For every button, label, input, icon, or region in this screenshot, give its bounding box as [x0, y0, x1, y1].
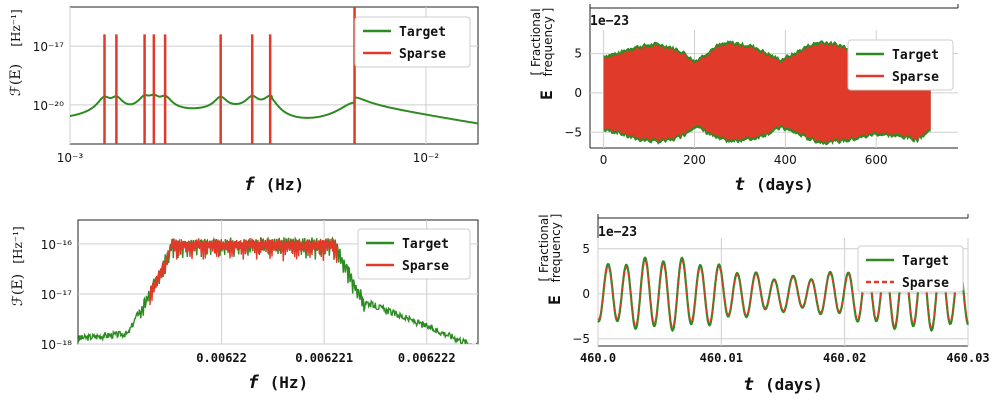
y-tick-label: 10⁻¹⁶ — [41, 238, 72, 252]
y-tick-label: −5 — [572, 332, 590, 346]
x-tick-label: 10⁻² — [413, 151, 440, 165]
chart-spectrum-overview: 10⁻³ 10⁻² 10⁻¹⁷ 10⁻²⁰ f (Hz) ℱ(E) [Hz⁻¹] Target… — [8, 6, 479, 195]
y-axis-unit: [ Fractional — [537, 214, 551, 281]
x-tick-label: 0.006221 — [295, 351, 353, 365]
x-axis-label: t (days) — [734, 174, 813, 195]
y-axis-unit: [Hz⁻¹] — [9, 9, 23, 46]
y-tick-label: −5 — [564, 125, 582, 139]
x-tick-label: 460.02 — [823, 351, 866, 365]
y-axis-label: E — [545, 295, 564, 305]
legend-frame — [354, 16, 471, 68]
y-axis-label: ℱ(E) — [10, 274, 26, 306]
x-tick-label: 460.0 — [580, 351, 616, 365]
x-tick-label: 400 — [774, 153, 797, 167]
y-axis-unit: [ Fractional — [529, 8, 543, 75]
legend-label-target: Target — [402, 237, 449, 252]
x-tick-label: 200 — [683, 153, 706, 167]
legend-label-target: Target — [892, 48, 939, 63]
x-tick-label: 460.03 — [946, 351, 989, 365]
y-axis-unit: [Hz⁻¹] — [11, 226, 25, 263]
legend-label-sparse: Sparse — [892, 70, 939, 85]
offset-text: 1e−23 — [590, 14, 629, 29]
y-tick-label: 10⁻²⁰ — [33, 99, 64, 113]
legend: Target Sparse — [847, 39, 954, 91]
legend-label-target: Target — [399, 25, 446, 40]
x-tick-label: 0.00622 — [196, 351, 247, 365]
y-tick-label: 5 — [574, 47, 582, 61]
x-tick-label: 10⁻³ — [57, 151, 84, 165]
x-axis-label: f (Hz) — [248, 372, 308, 393]
chart-time-series-overview: 0 200 400 600 −5 0 5 1e−23 t (days) E [ Fractional… — [529, 4, 959, 195]
legend: Target Sparse — [857, 245, 964, 293]
x-tick-label: 600 — [865, 153, 888, 167]
legend-frame — [357, 228, 471, 280]
legend: Target Sparse — [357, 228, 471, 280]
y-axis-unit: frequency ] — [541, 8, 555, 77]
y-tick-label: 5 — [582, 242, 590, 256]
x-tick-label: 0.006222 — [398, 351, 456, 365]
y-axis-label: ℱ(E) — [8, 64, 24, 96]
legend-label-sparse: Sparse — [402, 259, 449, 274]
y-tick-label: 10⁻¹⁷ — [33, 40, 64, 54]
y-tick-label: 0 — [574, 86, 582, 100]
legend-label-sparse: Sparse — [399, 47, 446, 62]
chart-spectrum-zoom: 0.00622 0.006221 0.006222 10⁻¹⁶ 10⁻¹⁷ 10⁻¹⁸ f … — [10, 219, 479, 393]
legend-label-target: Target — [902, 254, 949, 269]
y-axis-unit: frequency ] — [549, 214, 563, 283]
y-tick-label: 10⁻¹⁸ — [41, 338, 72, 352]
series-target-line — [70, 93, 478, 125]
x-axis-label: t (days) — [743, 374, 822, 395]
y-tick-label: 0 — [582, 287, 590, 301]
x-axis-label: f (Hz) — [244, 174, 304, 195]
legend-frame — [847, 39, 954, 91]
chart-time-series-zoom: 460.0 460.01 460.02 460.03 −5 0 5 1e−23 t (days)… — [537, 214, 990, 395]
series-sparse-line — [149, 237, 338, 306]
legend-frame — [857, 245, 964, 293]
offset-text: 1e−23 — [598, 225, 637, 240]
legend-label-sparse: Sparse — [902, 276, 949, 291]
y-tick-label: 10⁻¹⁷ — [41, 288, 72, 302]
x-tick-label: 0 — [600, 153, 608, 167]
legend: Target Sparse — [354, 16, 471, 68]
series-target-line — [78, 236, 478, 344]
y-axis-label: E — [537, 90, 556, 100]
x-tick-label: 460.01 — [700, 351, 743, 365]
